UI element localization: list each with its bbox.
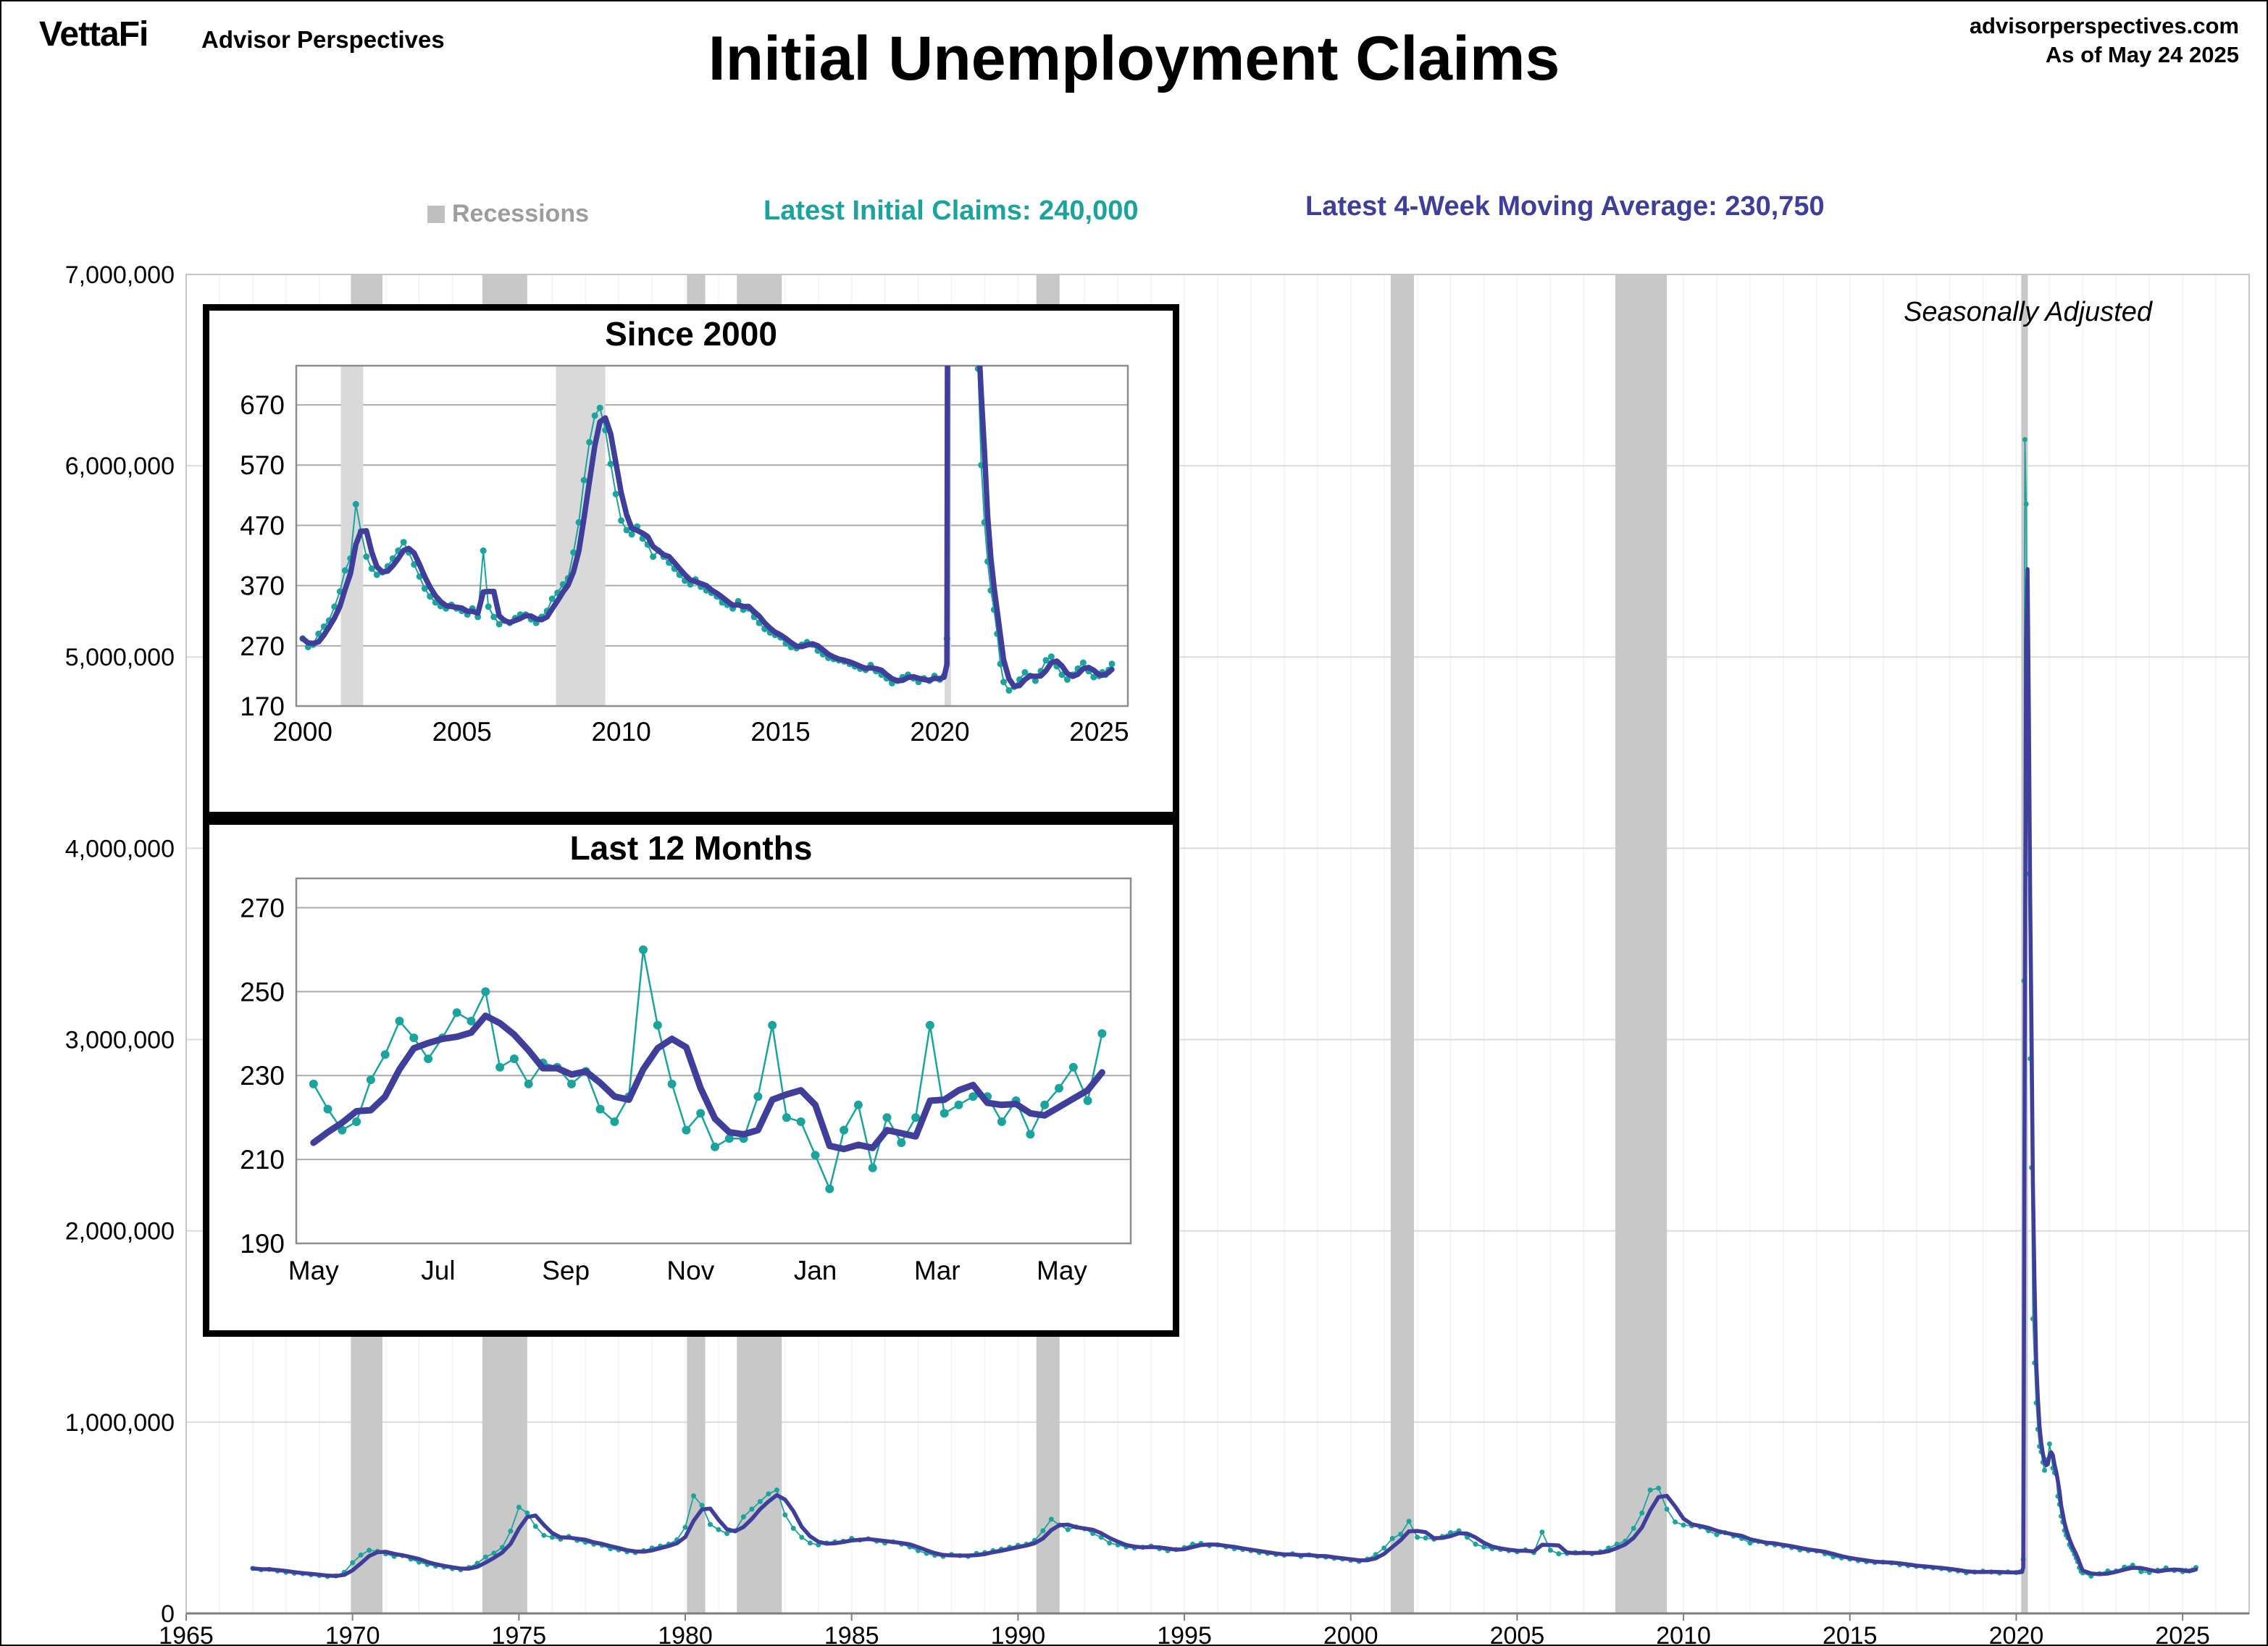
svg-text:670: 670: [240, 390, 285, 420]
site-url: advisorperspectives.com: [1969, 13, 2239, 38]
svg-text:5,000,000: 5,000,000: [65, 644, 175, 671]
svg-text:2020: 2020: [1989, 1622, 2044, 1646]
inset-last-12-months: Last 12 Months 190 210 230 250 270 May Jul Sep N…: [203, 818, 1179, 1337]
svg-text:Nov: Nov: [666, 1256, 714, 1285]
svg-text:4,000,000: 4,000,000: [65, 835, 175, 862]
svg-text:2015: 2015: [750, 717, 810, 747]
svg-text:170: 170: [240, 692, 285, 721]
svg-text:2000: 2000: [1323, 1622, 1378, 1646]
as-of-date: As of May 24 2025: [2045, 42, 2239, 68]
svg-text:Jan: Jan: [794, 1256, 837, 1285]
svg-text:2025: 2025: [2155, 1622, 2210, 1646]
svg-text:0: 0: [161, 1600, 175, 1628]
svg-text:May: May: [288, 1256, 339, 1285]
page-title: Initial Unemployment Claims: [708, 24, 1560, 93]
inset-title-last-12-months: Last 12 Months: [569, 829, 813, 867]
svg-text:1985: 1985: [824, 1622, 879, 1646]
svg-text:2015: 2015: [1823, 1622, 1878, 1646]
legend-recessions: Recessions: [427, 200, 589, 228]
latest-ma-label: Latest 4-Week Moving Average:: [1305, 191, 1717, 222]
recession-swatch-icon: [427, 206, 445, 223]
svg-text:2025: 2025: [1069, 717, 1129, 747]
svg-text:7,000,000: 7,000,000: [65, 261, 175, 289]
svg-text:Mar: Mar: [914, 1256, 961, 1285]
svg-text:2010: 2010: [591, 717, 650, 747]
brand-name: Advisor Perspectives: [201, 26, 445, 53]
svg-text:570: 570: [240, 450, 285, 480]
svg-text:May: May: [1037, 1256, 1087, 1285]
svg-text:1990: 1990: [991, 1622, 1046, 1646]
latest-ma-legend: Latest 4-Week Moving Average: 230,750: [1305, 191, 1825, 222]
svg-text:1965: 1965: [159, 1622, 214, 1646]
svg-text:210: 210: [240, 1145, 285, 1175]
svg-text:2020: 2020: [910, 717, 969, 747]
svg-text:2,000,000: 2,000,000: [65, 1218, 175, 1246]
svg-text:6,000,000: 6,000,000: [65, 453, 175, 480]
svg-text:370: 370: [240, 571, 285, 601]
latest-ma-value: 230,750: [1725, 191, 1825, 222]
svg-text:1970: 1970: [325, 1622, 380, 1646]
vettafi-logo: VettaFi: [39, 15, 148, 54]
svg-text:Jul: Jul: [421, 1256, 455, 1285]
svg-text:190: 190: [240, 1229, 285, 1259]
seasonally-adjusted-note: Seasonally Adjusted: [1904, 297, 2152, 327]
svg-text:250: 250: [240, 977, 285, 1007]
svg-text:3,000,000: 3,000,000: [65, 1026, 175, 1054]
svg-text:230: 230: [240, 1061, 285, 1091]
svg-text:2000: 2000: [273, 717, 332, 747]
svg-text:470: 470: [240, 511, 285, 540]
last-12-months-chart: 190 210 230 250 270 May Jul Sep Nov Jan Mar May: [240, 877, 1132, 1285]
svg-text:1975: 1975: [492, 1622, 547, 1646]
recessions-label: Recessions: [452, 200, 589, 227]
svg-text:2005: 2005: [432, 717, 492, 747]
svg-text:2010: 2010: [1656, 1622, 1711, 1646]
svg-text:1980: 1980: [658, 1622, 713, 1646]
svg-text:Sep: Sep: [542, 1256, 590, 1285]
since-2000-chart: 170 270 370 470 570 670 2000 2005 2010 2015 2020 20…: [240, 364, 1129, 747]
svg-text:2005: 2005: [1490, 1622, 1545, 1646]
svg-text:270: 270: [240, 631, 285, 661]
svg-text:270: 270: [240, 894, 285, 923]
inset-title-since-2000: Since 2000: [605, 315, 777, 353]
svg-text:1995: 1995: [1157, 1622, 1212, 1646]
source-info: advisorperspectives.com As of May 24 202…: [1970, 12, 2239, 70]
latest-claims-value: 240,000: [1039, 196, 1139, 226]
inset-since-2000: Since 2000 170 270 370 470 570 670 2000 2005 201…: [203, 304, 1179, 818]
svg-text:1,000,000: 1,000,000: [65, 1409, 175, 1437]
latest-claims-label: Latest Initial Claims:: [763, 196, 1032, 226]
latest-claims-legend: Latest Initial Claims: 240,000: [763, 196, 1138, 227]
